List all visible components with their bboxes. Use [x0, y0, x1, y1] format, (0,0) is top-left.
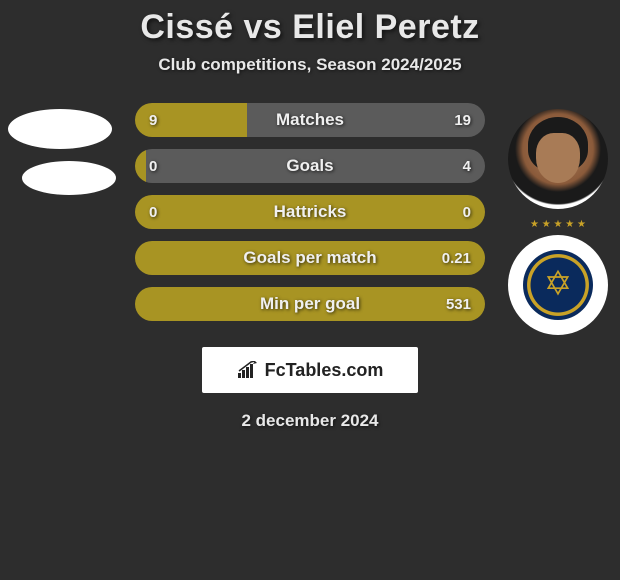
brand-box[interactable]: FcTables.com — [202, 347, 418, 393]
stat-value-left: 9 — [135, 103, 171, 137]
club-stars-icon: ★ ★ ★ ★ ★ — [530, 219, 586, 230]
club-right-badge: ★ ★ ★ ★ ★ — [508, 235, 608, 335]
brand-chart-icon — [237, 361, 259, 379]
player-right-avatar — [508, 109, 608, 209]
stat-label: Goals — [135, 149, 485, 183]
brand-text: FcTables.com — [265, 360, 384, 381]
player-left-avatar — [8, 109, 112, 149]
stat-value-right: 0.21 — [428, 241, 485, 275]
stat-row: Hattricks0 0 — [135, 195, 485, 229]
stat-value-left: 0 — [135, 149, 171, 183]
stat-label: Hattricks — [135, 195, 485, 229]
stat-value-right: 19 — [440, 103, 485, 137]
stat-row: Goals per match0.21 — [135, 241, 485, 275]
club-crest-icon — [523, 250, 593, 320]
stat-value-right: 4 — [449, 149, 485, 183]
stat-value-right: 531 — [432, 287, 485, 321]
stat-label: Matches — [135, 103, 485, 137]
stat-row: Min per goal531 — [135, 287, 485, 321]
date-text: 2 december 2024 — [0, 411, 620, 431]
club-left-badge — [22, 161, 116, 195]
comparison-area: ★ ★ ★ ★ ★ Matches919Goals04Hattricks00Go… — [0, 99, 620, 329]
page-title: Cissé vs Eliel Peretz — [0, 8, 620, 47]
stat-value-left: 0 — [135, 195, 171, 229]
stat-row: Matches9 19 — [135, 103, 485, 137]
subtitle: Club competitions, Season 2024/2025 — [0, 55, 620, 75]
stat-value-right: 0 — [449, 195, 485, 229]
stat-bars: Matches919Goals04Hattricks00Goals per ma… — [135, 103, 485, 333]
stat-row: Goals0 4 — [135, 149, 485, 183]
